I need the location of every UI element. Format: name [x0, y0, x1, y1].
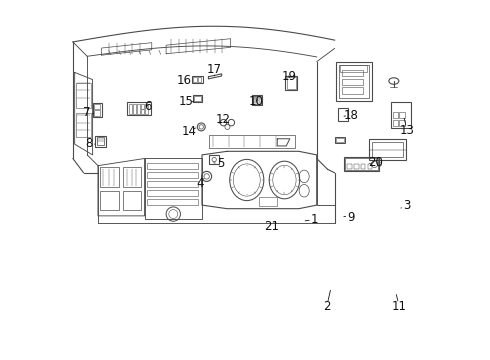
Bar — [342, 78, 364, 85]
Bar — [141, 104, 144, 114]
Text: 8: 8 — [85, 137, 93, 150]
Text: 14: 14 — [182, 125, 197, 138]
Bar — [194, 96, 201, 101]
Text: 12: 12 — [216, 113, 231, 126]
Bar — [254, 96, 256, 98]
Bar — [257, 101, 260, 103]
Bar — [254, 101, 256, 103]
Bar — [253, 96, 261, 104]
Bar — [257, 98, 260, 100]
Bar — [147, 172, 197, 178]
Bar — [259, 197, 277, 206]
Text: 4: 4 — [196, 177, 204, 190]
Bar — [123, 191, 141, 211]
Bar — [193, 95, 202, 102]
Bar — [372, 142, 403, 157]
Bar — [209, 155, 219, 164]
Bar — [147, 163, 197, 169]
Bar — [94, 104, 100, 109]
Bar — [368, 139, 406, 160]
Text: 13: 13 — [400, 124, 415, 137]
Bar — [100, 167, 120, 187]
Text: 20: 20 — [368, 156, 383, 169]
Bar — [287, 77, 296, 89]
Bar — [209, 135, 295, 148]
Bar — [252, 95, 262, 105]
Bar — [129, 104, 132, 114]
Bar — [76, 83, 91, 108]
Bar — [392, 102, 411, 128]
Text: 21: 21 — [265, 220, 279, 233]
Bar — [354, 164, 359, 169]
Bar — [399, 120, 405, 126]
Text: 18: 18 — [343, 109, 359, 122]
Bar — [193, 77, 196, 82]
Text: 15: 15 — [179, 95, 194, 108]
Bar — [145, 104, 148, 114]
Text: 3: 3 — [403, 199, 410, 212]
Bar — [93, 103, 101, 117]
Bar — [123, 167, 141, 187]
Bar — [147, 190, 197, 196]
Text: 10: 10 — [249, 95, 264, 108]
Text: 11: 11 — [392, 300, 407, 313]
Text: 17: 17 — [207, 63, 222, 76]
Text: 7: 7 — [83, 106, 91, 119]
Bar — [368, 164, 372, 169]
Bar — [133, 104, 136, 114]
Bar — [337, 138, 343, 142]
Text: 19: 19 — [281, 69, 296, 82]
Bar — [343, 157, 379, 171]
Bar — [335, 137, 345, 143]
Bar — [347, 164, 352, 169]
Bar — [393, 112, 398, 118]
Text: 6: 6 — [145, 100, 152, 113]
Text: 2: 2 — [323, 300, 331, 313]
Bar — [285, 76, 297, 90]
Bar — [147, 199, 197, 205]
Bar — [192, 76, 203, 83]
Bar — [345, 158, 378, 170]
Text: 5: 5 — [217, 157, 224, 170]
Bar — [257, 96, 260, 98]
Bar — [95, 136, 106, 147]
Bar — [361, 164, 366, 169]
Bar — [127, 102, 151, 116]
Bar — [147, 181, 197, 187]
Bar — [197, 77, 201, 82]
Bar — [254, 98, 256, 100]
Bar — [137, 104, 140, 114]
Bar — [340, 64, 367, 72]
Text: 1: 1 — [311, 213, 319, 226]
Text: 16: 16 — [176, 74, 192, 87]
Bar — [76, 113, 91, 137]
Bar — [94, 111, 100, 116]
Bar — [100, 191, 120, 211]
Bar — [338, 108, 347, 121]
Bar — [97, 137, 104, 145]
Text: 9: 9 — [347, 211, 355, 224]
Bar — [399, 112, 405, 118]
Bar — [393, 120, 398, 126]
Bar — [342, 87, 364, 94]
Bar — [342, 69, 364, 76]
Bar — [337, 62, 372, 101]
Bar — [339, 64, 369, 98]
